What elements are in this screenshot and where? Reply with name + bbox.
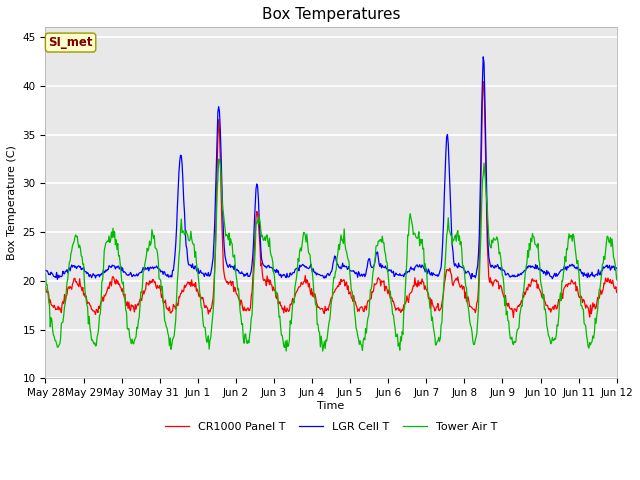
CR1000 Panel T [111, 278, 118, 284]
CR1000 Panel T [479, 79, 487, 84]
CR1000 Panel T [169, 308, 177, 314]
LGR Cell T [42, 267, 49, 273]
Legend: CR1000 Panel T, LGR Cell T, Tower Air T: CR1000 Panel T, LGR Cell T, Tower Air T [160, 417, 502, 436]
Tower Air T [613, 277, 621, 283]
CR1000 Panel T [509, 315, 517, 321]
CR1000 Panel T [42, 284, 49, 289]
Tower Air T [52, 338, 60, 344]
LGR Cell T [479, 54, 487, 60]
Tower Air T [111, 229, 118, 235]
LGR Cell T [418, 262, 426, 268]
Y-axis label: Box Temperature (C): Box Temperature (C) [7, 145, 17, 260]
Line: CR1000 Panel T: CR1000 Panel T [45, 82, 617, 318]
Tower Air T [169, 336, 177, 342]
LGR Cell T [170, 267, 177, 273]
X-axis label: Time: Time [317, 401, 345, 411]
CR1000 Panel T [613, 289, 621, 295]
LGR Cell T [111, 266, 119, 272]
CR1000 Panel T [199, 295, 207, 300]
LGR Cell T [401, 271, 409, 277]
Text: SI_met: SI_met [49, 36, 93, 49]
Line: Tower Air T: Tower Air T [45, 159, 617, 351]
Tower Air T [42, 271, 49, 276]
Tower Air T [215, 156, 223, 162]
CR1000 Panel T [401, 301, 408, 307]
CR1000 Panel T [417, 281, 425, 287]
LGR Cell T [200, 271, 207, 277]
Tower Air T [419, 246, 427, 252]
Tower Air T [403, 270, 410, 276]
Title: Box Temperatures: Box Temperatures [262, 7, 401, 22]
Tower Air T [319, 348, 326, 354]
LGR Cell T [613, 265, 621, 271]
CR1000 Panel T [52, 307, 60, 312]
Tower Air T [199, 316, 207, 322]
LGR Cell T [54, 276, 61, 282]
LGR Cell T [52, 275, 60, 280]
Line: LGR Cell T: LGR Cell T [45, 57, 617, 279]
